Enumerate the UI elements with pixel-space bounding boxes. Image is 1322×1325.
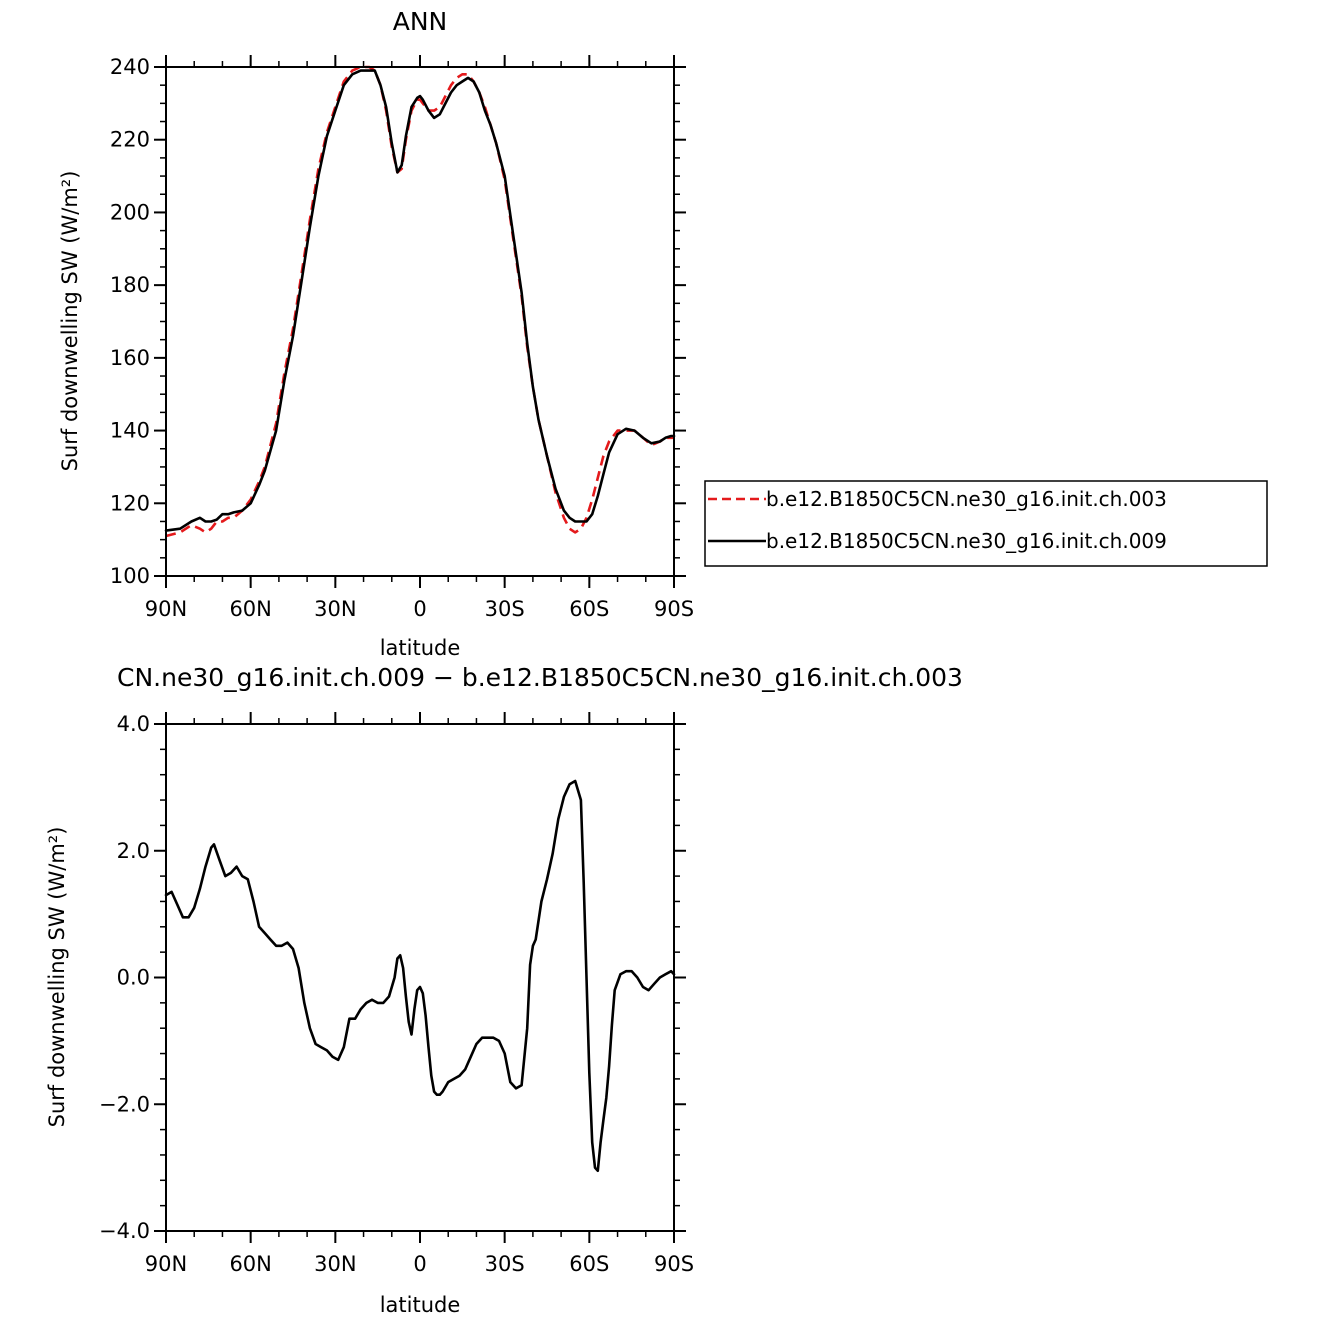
top-panel-x-tick-label: 60N xyxy=(229,597,271,621)
top-panel-y-tick-label: 180 xyxy=(110,273,150,297)
bottom-panel-series-line-0 xyxy=(164,779,676,1173)
bottom-panel-y-tick-label: −4.0 xyxy=(99,1219,150,1243)
top-panel-y-axis-label: Surf downwelling SW (W/m²) xyxy=(58,171,82,472)
bottom-panel-y-axis-label: Surf downwelling SW (W/m²) xyxy=(45,827,69,1128)
bottom-panel-x-axis-label: latitude xyxy=(380,1293,461,1317)
bottom-panel-x-tick-label: 30S xyxy=(485,1252,525,1276)
top-panel-y-tick-label: 120 xyxy=(110,491,150,515)
top-panel: ANN Surf downwelling SW (W/m²) latitude … xyxy=(58,7,694,660)
top-panel-plot-frame xyxy=(165,66,675,577)
top-panel-series-line-0 xyxy=(165,65,674,538)
bottom-panel-series xyxy=(164,779,676,1173)
top-panel-x-axis-label: latitude xyxy=(380,636,461,660)
top-panel-x-tick-label: 30N xyxy=(314,597,356,621)
top-panel-y-tick-label: 200 xyxy=(110,200,150,224)
bottom-panel-y-tick-label: 4.0 xyxy=(117,712,150,736)
top-panel-ticks: 100 120 140 160 180 200 220 240 90N 60N 30N 0 30S 60S… xyxy=(110,55,694,621)
top-panel-y-tick-label: 220 xyxy=(110,128,150,152)
legend: b.e12.B1850C5CN.ne30_g16.init.ch.003 b.e… xyxy=(704,480,1268,567)
top-panel-y-tick-label: 160 xyxy=(110,346,150,370)
top-panel-x-tick-label: 0 xyxy=(413,597,426,621)
top-panel-x-tick-label: 90S xyxy=(654,597,694,621)
top-panel-x-tick-label: 60S xyxy=(569,597,609,621)
bottom-panel-title: CN.ne30_g16.init.ch.009 − b.e12.B1850C5C… xyxy=(117,663,963,692)
top-panel-y-tick-label: 140 xyxy=(110,419,150,443)
bottom-panel-x-tick-label: 60S xyxy=(569,1252,609,1276)
bottom-panel-x-tick-label: 30N xyxy=(314,1252,356,1276)
bottom-panel-x-tick-label: 90N xyxy=(145,1252,187,1276)
top-panel-series-line-1 xyxy=(164,69,676,532)
top-panel-title: ANN xyxy=(393,7,448,36)
top-panel-x-tick-label: 90N xyxy=(145,597,187,621)
bottom-panel-x-tick-label: 60N xyxy=(229,1252,271,1276)
top-panel-y-tick-label: 100 xyxy=(110,564,150,588)
top-panel-y-tick-label: 240 xyxy=(110,55,150,79)
top-panel-x-tick-label: 30S xyxy=(485,597,525,621)
bottom-panel: CN.ne30_g16.init.ch.009 − b.e12.B1850C5C… xyxy=(45,663,963,1317)
legend-label-series-003: b.e12.B1850C5CN.ne30_g16.init.ch.003 xyxy=(766,487,1167,511)
bottom-panel-ticks: −4.0 −2.0 0.0 2.0 4.0 90N 60N 30N 0 30S 60S 90S xyxy=(99,712,694,1276)
top-panel-series xyxy=(164,65,676,538)
bottom-panel-y-tick-label: 0.0 xyxy=(117,966,150,990)
bottom-panel-y-tick-label: 2.0 xyxy=(117,839,150,863)
bottom-panel-y-tick-label: −2.0 xyxy=(99,1092,150,1116)
bottom-panel-x-tick-label: 90S xyxy=(654,1252,694,1276)
bottom-panel-plot-frame xyxy=(165,723,675,1232)
bottom-panel-x-tick-label: 0 xyxy=(413,1252,426,1276)
legend-box xyxy=(704,480,1268,567)
legend-label-series-009: b.e12.B1850C5CN.ne30_g16.init.ch.009 xyxy=(766,529,1167,553)
